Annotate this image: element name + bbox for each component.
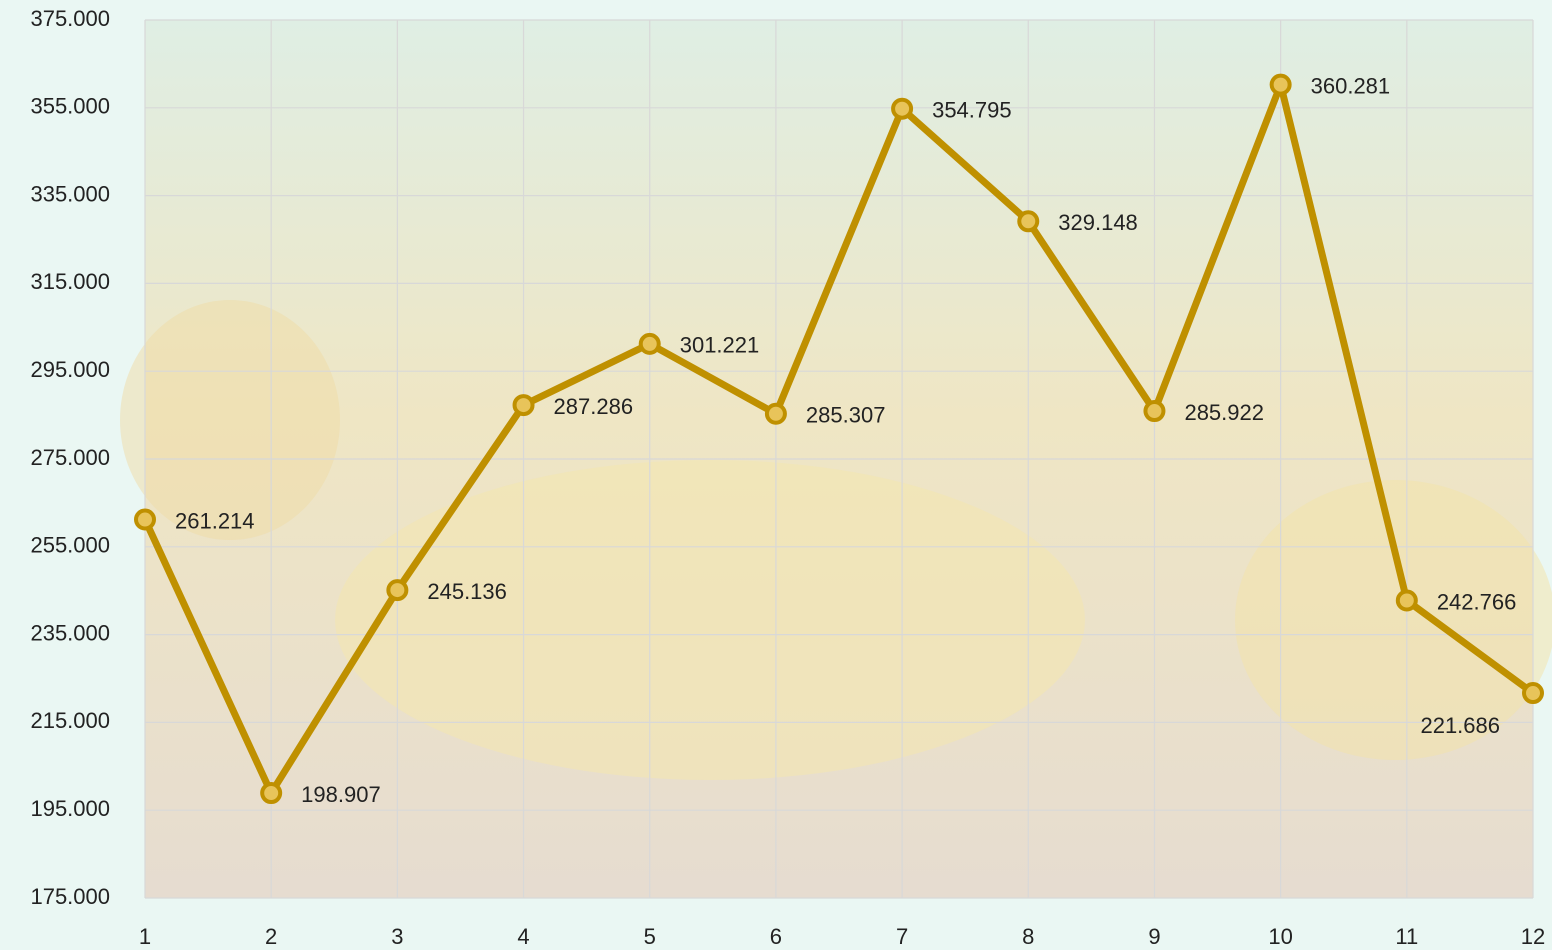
data-point [512,394,535,417]
data-point [386,579,409,602]
data-point [764,402,787,425]
x-tick-label: 1 [139,924,151,949]
y-tick-label: 175.000 [30,884,110,909]
x-tick-label: 9 [1148,924,1160,949]
data-line [141,81,1536,797]
data-point [1269,73,1292,96]
data-label: 261.214 [175,508,255,533]
y-tick-label: 235.000 [30,620,110,645]
y-tick-label: 215.000 [30,708,110,733]
x-tick-label: 7 [896,924,908,949]
data-point [260,782,283,805]
y-tick-label: 195.000 [30,796,110,821]
data-point [1017,210,1040,233]
x-tick-label: 4 [517,924,529,949]
data-label: 301.221 [680,333,760,358]
data-label: 354.795 [932,98,1012,123]
data-label: 245.136 [427,579,507,604]
data-point [1395,589,1418,612]
y-tick-label: 335.000 [30,181,110,206]
x-tick-label: 8 [1022,924,1034,949]
data-label: 285.922 [1184,400,1264,425]
data-point [134,508,156,531]
x-tick-label: 2 [265,924,277,949]
y-tick-label: 295.000 [30,357,110,382]
data-point [638,332,661,355]
data-point [1522,682,1544,705]
x-tick-label: 5 [644,924,656,949]
x-tick-label: 10 [1268,924,1292,949]
background-shape [120,300,340,540]
data-label: 285.307 [806,403,886,428]
y-tick-label: 375.000 [30,6,110,31]
data-label: 329.148 [1058,210,1138,235]
data-label: 287.286 [554,394,634,419]
y-tick-label: 275.000 [30,445,110,470]
background-shape [335,460,1085,780]
data-label: 198.907 [301,782,381,807]
data-label: 360.281 [1311,73,1391,98]
y-tick-label: 315.000 [30,269,110,294]
y-tick-label: 355.000 [30,94,110,119]
data-label: 242.766 [1437,589,1517,614]
y-tick-label: 255.000 [30,533,110,558]
x-tick-label: 11 [1395,924,1418,949]
x-tick-label: 3 [391,924,403,949]
x-tick-label: 12 [1521,924,1545,949]
background-shape [1235,480,1552,760]
data-point [891,97,914,120]
x-tick-label: 6 [770,924,782,949]
data-label: 221.686 [1420,713,1500,738]
data-point [1143,400,1166,423]
